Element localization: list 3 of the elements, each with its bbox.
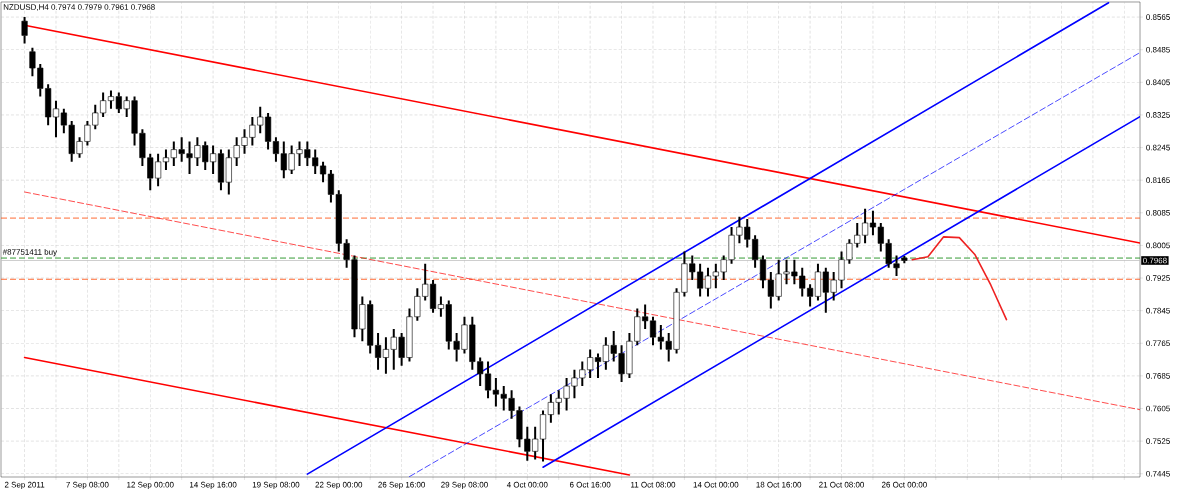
line-series: [911, 236, 1008, 321]
candlestick: [21, 16, 28, 45]
candlestick: [901, 255, 908, 265]
